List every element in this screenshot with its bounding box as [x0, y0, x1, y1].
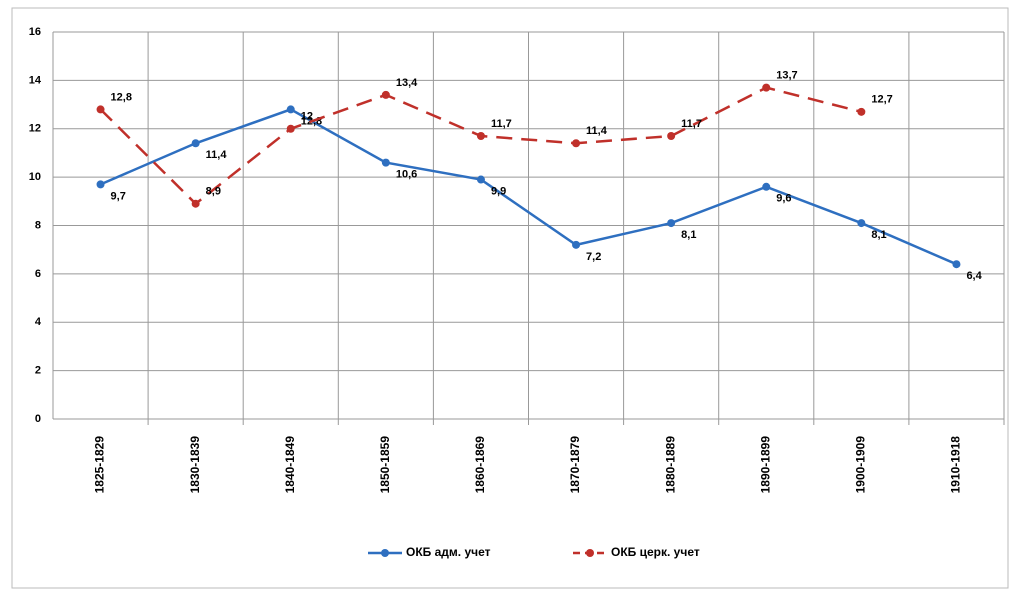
data-label: 9,6: [776, 193, 791, 205]
y-tick-label: 16: [29, 26, 41, 38]
y-tick-label: 2: [35, 365, 41, 377]
data-point: [476, 132, 485, 141]
data-label: 11,4: [206, 149, 228, 161]
series-line: [100, 108, 957, 266]
x-tick-label: 1900-1909: [854, 436, 868, 494]
legend-marker: [381, 549, 389, 557]
data-point: [191, 199, 200, 208]
y-tick-label: 0: [35, 413, 41, 425]
y-tick-label: 12: [29, 123, 41, 135]
x-tick-label: 1840-1849: [283, 436, 297, 494]
data-point: [96, 105, 105, 114]
legend-label: ОКБ адм. учет: [406, 545, 491, 559]
x-tick-label: 1880-1889: [663, 436, 677, 494]
data-point: [572, 240, 581, 249]
x-tick-label: 1890-1899: [758, 436, 772, 494]
data-label: 9,7: [111, 190, 126, 202]
data-point: [191, 139, 200, 148]
data-label: 11,7: [681, 118, 702, 130]
data-label: 11,7: [491, 118, 512, 130]
data-label: 9,9: [491, 185, 506, 197]
data-label: 10,6: [396, 169, 417, 181]
data-point: [952, 260, 961, 269]
data-label: 11,4: [586, 125, 608, 137]
x-tick-label: 1850-1859: [378, 436, 392, 494]
legend-marker: [586, 549, 594, 557]
data-label: 13,4: [396, 77, 418, 89]
data-point: [857, 219, 866, 228]
x-tick-label: 1830-1839: [188, 436, 202, 494]
data-label: 13,7: [776, 70, 797, 82]
y-tick-label: 8: [35, 219, 41, 231]
y-tick-label: 6: [35, 268, 41, 280]
data-point: [857, 107, 866, 116]
data-label: 7,2: [586, 251, 601, 263]
x-tick-label: 1910-1918: [949, 436, 963, 494]
data-point: [286, 124, 295, 133]
y-tick-label: 10: [29, 171, 41, 183]
data-label: 12: [301, 111, 313, 123]
data-point: [381, 158, 390, 167]
data-label: 8,1: [871, 229, 886, 241]
data-point: [667, 219, 676, 228]
data-label: 8,1: [681, 229, 696, 241]
data-label: 8,9: [206, 186, 221, 198]
x-tick-label: 1825-1829: [93, 436, 107, 494]
data-point: [96, 180, 105, 189]
data-point: [381, 90, 390, 99]
data-label: 6,4: [966, 270, 982, 282]
legend-label: ОКБ церк. учет: [611, 545, 700, 559]
y-tick-label: 4: [35, 316, 42, 328]
data-point: [572, 139, 581, 148]
data-label: 12,8: [111, 91, 132, 103]
chart-border: [11, 7, 1009, 589]
data-point: [762, 83, 771, 92]
x-tick-label: 1860-1869: [473, 436, 487, 494]
data-point: [476, 175, 485, 184]
y-tick-label: 14: [29, 74, 42, 86]
data-label: 12,7: [871, 94, 892, 106]
data-point: [762, 182, 771, 191]
x-tick-label: 1870-1879: [568, 436, 582, 494]
data-point: [667, 132, 676, 141]
data-point: [286, 105, 295, 114]
